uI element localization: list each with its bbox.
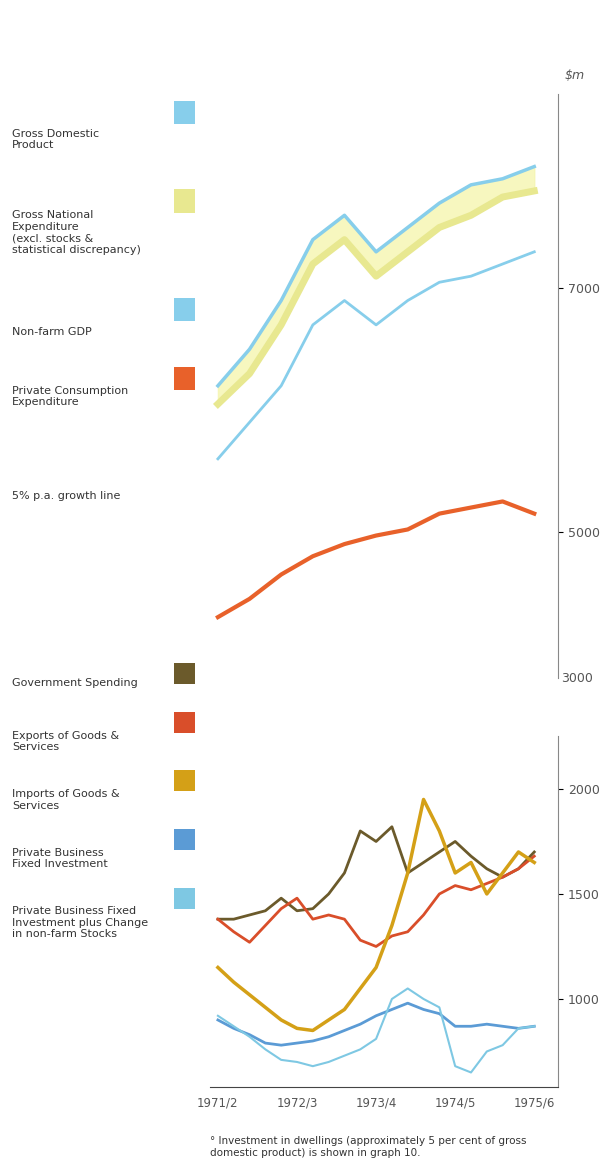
Text: Gross National
Expenditure
(excl. stocks &
statistical discrepancy): Gross National Expenditure (excl. stocks…	[12, 210, 141, 255]
Text: Exports of Goods &
Services: Exports of Goods & Services	[12, 731, 119, 752]
Text: Imports of Goods &
Services: Imports of Goods & Services	[12, 789, 119, 810]
Text: Private Consumption
Expenditure: Private Consumption Expenditure	[12, 386, 128, 407]
Text: $m: $m	[565, 69, 585, 82]
Text: 5% p.a. growth line: 5% p.a. growth line	[12, 491, 121, 502]
Text: Private Business
Fixed Investment: Private Business Fixed Investment	[12, 848, 108, 869]
Text: Private Business Fixed
Investment plus Change
in non-farm Stocks: Private Business Fixed Investment plus C…	[12, 906, 148, 939]
Text: Government Spending: Government Spending	[12, 678, 138, 689]
Text: 3000: 3000	[561, 671, 593, 685]
Text: Gross Domestic
Product: Gross Domestic Product	[12, 129, 99, 150]
Text: ° Investment in dwellings (approximately 5 per cent of gross
domestic product) i: ° Investment in dwellings (approximately…	[210, 1136, 527, 1157]
Text: Non-farm GDP: Non-farm GDP	[12, 327, 92, 338]
